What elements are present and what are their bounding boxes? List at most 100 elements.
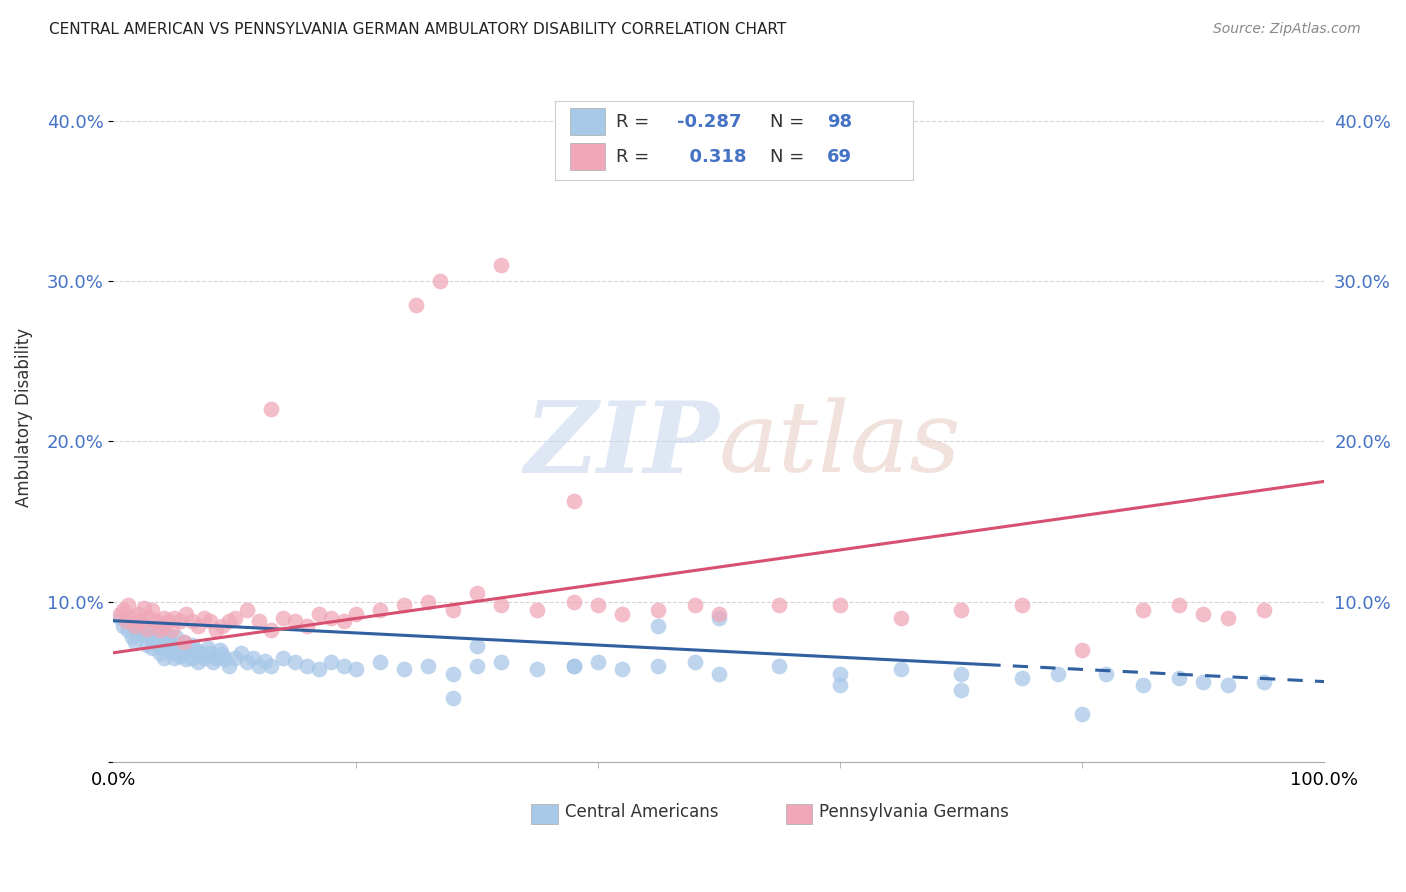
Point [190,646,212,660]
Point [166,630,188,644]
Point [160,646,183,660]
Point [1071,642,1094,657]
Point [117,624,139,638]
Point [418,594,440,608]
Point [153,634,176,648]
Point [124,634,146,648]
Point [586,656,609,670]
Point [344,607,367,622]
Point [150,640,173,655]
Point [308,607,330,622]
Point [368,656,391,670]
Point [429,274,451,288]
Point [465,658,488,673]
Text: Pennsylvania Germans: Pennsylvania Germans [820,803,1010,821]
Y-axis label: Ambulatory Disability: Ambulatory Disability [15,327,32,507]
Point [562,658,585,673]
Point [526,602,548,616]
Point [950,682,973,697]
Point [136,638,159,652]
Point [235,656,257,670]
Point [284,656,307,670]
Point [1192,674,1215,689]
Point [197,640,219,655]
Point [1253,674,1275,689]
Point [610,607,633,622]
Point [181,650,204,665]
Point [768,658,790,673]
Point [321,656,343,670]
Point [247,658,270,673]
Point [205,650,228,665]
Point [235,602,257,616]
Point [465,586,488,600]
Point [1132,678,1154,692]
Point [489,258,512,272]
Point [211,648,233,662]
Point [284,614,307,628]
Point [224,610,246,624]
Point [114,614,136,628]
Point [683,598,706,612]
Point [392,662,415,676]
Point [174,607,197,622]
Point [173,634,195,648]
Point [193,650,215,665]
Point [121,630,143,644]
Point [187,648,209,662]
Point [148,632,170,647]
Text: Central Americans: Central Americans [565,803,718,821]
Point [368,602,391,616]
Point [418,658,440,673]
Point [139,620,162,634]
Point [260,658,283,673]
Point [112,618,135,632]
Point [169,640,191,654]
Point [218,658,240,673]
Point [647,658,669,673]
Point [828,598,851,612]
Point [160,624,183,638]
Point [1216,678,1239,692]
FancyBboxPatch shape [786,805,813,823]
Point [156,640,179,654]
Point [145,614,167,628]
Point [145,636,167,650]
Point [141,640,163,655]
Point [441,602,464,616]
Point [173,634,195,648]
Point [193,610,215,624]
Point [271,650,294,665]
Text: Source: ZipAtlas.com: Source: ZipAtlas.com [1213,22,1361,37]
Point [141,602,163,616]
Point [260,624,283,638]
Point [707,610,730,624]
Point [129,614,152,628]
Point [1192,607,1215,622]
Point [209,642,232,657]
Point [160,636,183,650]
Point [200,646,222,660]
Point [129,622,152,636]
Point [148,624,170,638]
Point [200,614,222,628]
Point [1253,602,1275,616]
Point [1071,706,1094,721]
Point [1216,610,1239,624]
Point [950,602,973,616]
Point [139,632,162,646]
Point [163,650,186,665]
Point [177,644,200,658]
Point [218,614,240,628]
Point [150,624,173,638]
Point [127,626,149,640]
Point [562,493,585,508]
Point [163,642,186,657]
Point [108,610,131,624]
Point [441,690,464,705]
Point [392,598,415,612]
Point [156,614,179,628]
Point [174,640,197,655]
Point [586,598,609,612]
Point [562,594,585,608]
